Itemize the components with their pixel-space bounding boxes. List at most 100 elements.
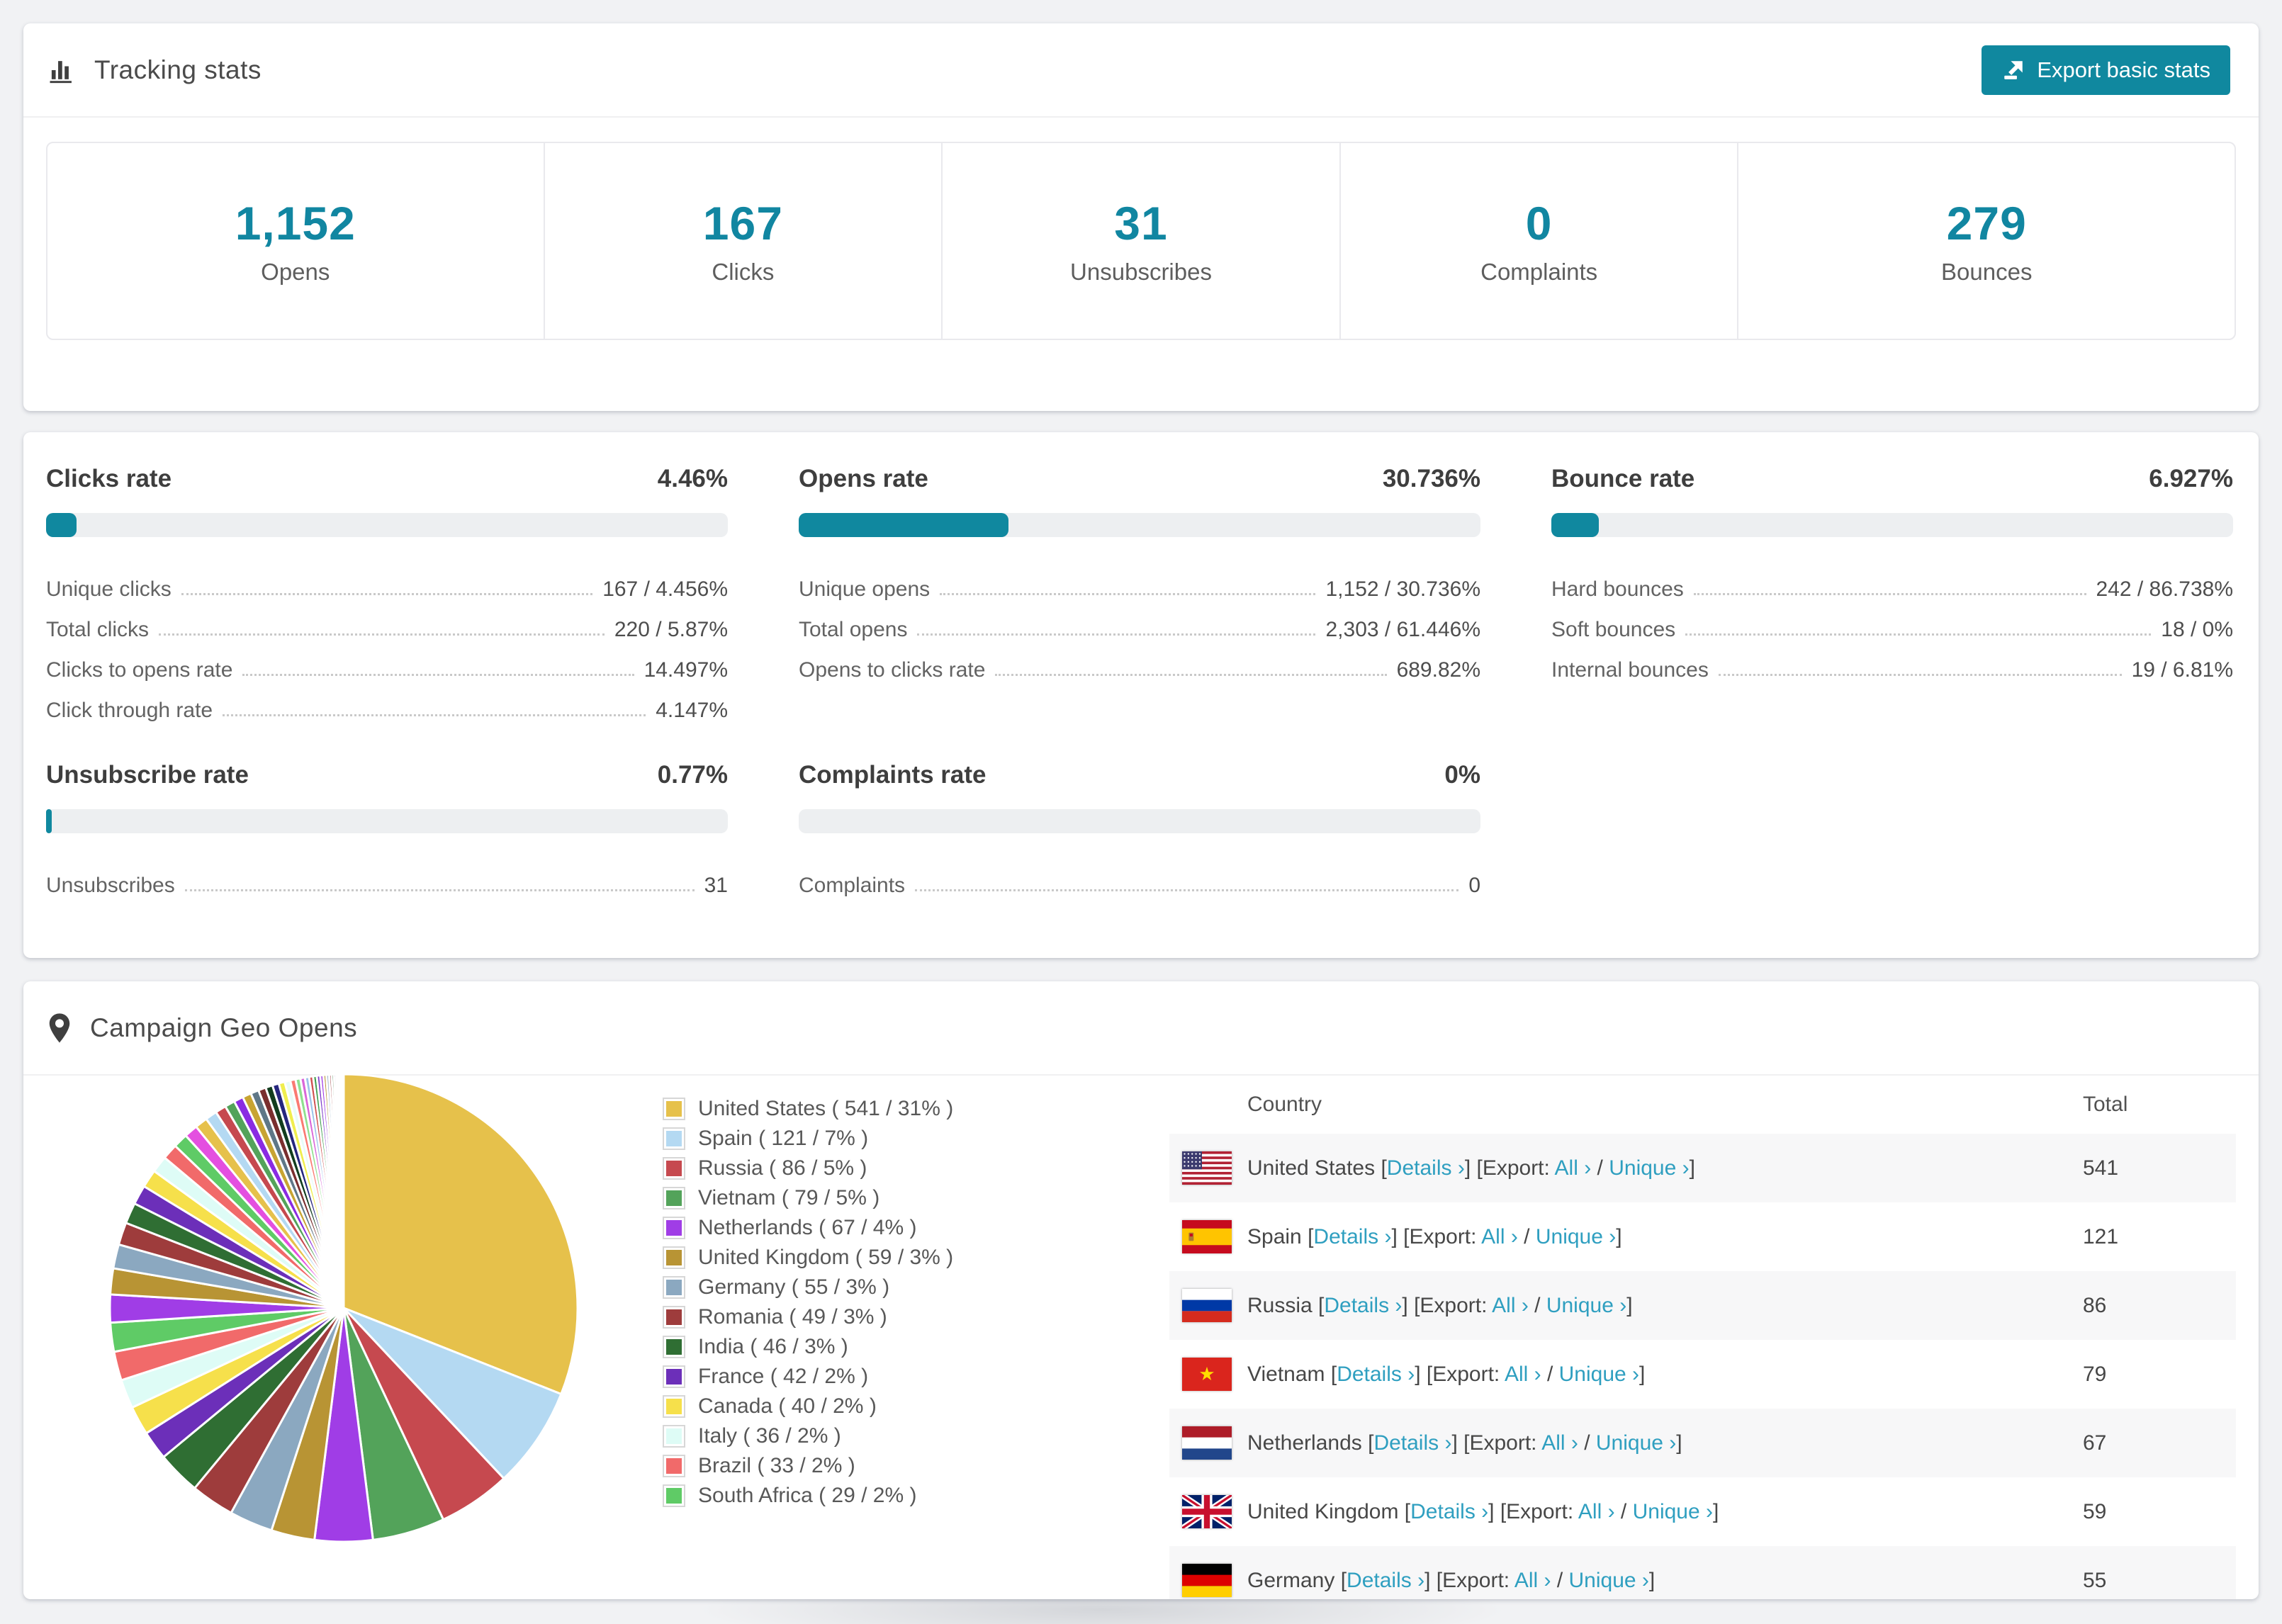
- dotted-leader: [242, 674, 634, 676]
- export-button-label: Export basic stats: [2037, 57, 2210, 82]
- legend-label: United States ( 541 / 31% ): [698, 1097, 954, 1120]
- legend-item-netherlands[interactable]: Netherlands ( 67 / 4% ): [663, 1213, 1088, 1243]
- legend-swatch: [663, 1306, 685, 1329]
- export-unique-link-russia[interactable]: Unique ›: [1546, 1293, 1627, 1317]
- geo-table-header-row: Country Total: [1169, 1076, 2236, 1134]
- total-cell: 55: [2083, 1568, 2107, 1592]
- dotted-leader: [940, 593, 1316, 595]
- export-unique-link-united-states[interactable]: Unique ›: [1609, 1156, 1690, 1180]
- stat-label: Clicks: [712, 259, 775, 285]
- dotted-leader: [1693, 593, 2086, 595]
- legend-item-united-kingdom[interactable]: United Kingdom ( 59 / 3% ): [663, 1243, 1088, 1273]
- tracking-card-header: Tracking stats Export basic stats: [23, 23, 2259, 116]
- details-link-united-kingdom[interactable]: Details ›: [1410, 1499, 1489, 1523]
- detail-row-complaints: Complaints 0: [799, 857, 1480, 898]
- export-all-link-united-states[interactable]: All ›: [1554, 1156, 1592, 1180]
- legend-label: Canada ( 40 / 2% ): [698, 1394, 877, 1418]
- dotted-leader: [915, 889, 1459, 891]
- country-column-header: Country: [1247, 1093, 1322, 1116]
- rate-section-bounce-rate: Bounce rate 6.927% Hard bounces 242 / 86.73…: [1551, 465, 2233, 723]
- export-all-link-united-kingdom[interactable]: All ›: [1578, 1499, 1615, 1523]
- export-all-link-germany[interactable]: All ›: [1514, 1568, 1551, 1592]
- details-link-germany[interactable]: Details ›: [1347, 1568, 1425, 1592]
- dotted-leader: [1685, 633, 2152, 636]
- export-all-link-netherlands[interactable]: All ›: [1541, 1431, 1578, 1455]
- dotted-leader: [159, 633, 605, 636]
- export-all-link-spain[interactable]: All ›: [1481, 1224, 1518, 1248]
- export-unique-link-united-kingdom[interactable]: Unique ›: [1632, 1499, 1713, 1523]
- geo-table-row-vietnam: Vietnam [Details ›] [Export: All › / Uni…: [1169, 1340, 2236, 1409]
- legend-item-germany[interactable]: Germany ( 55 / 3% ): [663, 1273, 1088, 1302]
- details-link-united-states[interactable]: Details ›: [1386, 1156, 1465, 1180]
- country-cell: Netherlands [Details ›] [Export: All › /…: [1247, 1431, 1682, 1455]
- country-cell: Spain [Details ›] [Export: All › / Uniqu…: [1247, 1224, 1622, 1248]
- rate-title-row: Opens rate 30.736%: [799, 465, 1480, 493]
- legend-swatch: [663, 1276, 685, 1299]
- geo-content: United States ( 541 / 31% ) Spain ( 121 /…: [23, 1073, 2259, 1599]
- legend-item-romania[interactable]: Romania ( 49 / 3% ): [663, 1302, 1088, 1332]
- rate-value: 4.46%: [657, 465, 728, 492]
- details-link-vietnam[interactable]: Details ›: [1337, 1362, 1415, 1386]
- export-unique-link-spain[interactable]: Unique ›: [1535, 1224, 1617, 1248]
- legend-item-india[interactable]: India ( 46 / 3% ): [663, 1332, 1088, 1362]
- details-link-russia[interactable]: Details ›: [1324, 1293, 1403, 1317]
- detail-value: 1,152 / 30.736%: [1325, 577, 1480, 601]
- legend-item-canada[interactable]: Canada ( 40 / 2% ): [663, 1392, 1088, 1421]
- rate-detail-rows: Unsubscribes 31: [46, 857, 728, 898]
- detail-row-unsubscribes: Unsubscribes 31: [46, 857, 728, 898]
- rate-value: 0%: [1444, 761, 1480, 789]
- detail-row-hard-bounces: Hard bounces 242 / 86.738%: [1551, 561, 2233, 602]
- legend-item-united-states[interactable]: United States ( 541 / 31% ): [663, 1094, 1088, 1124]
- rate-progress-fill: [46, 513, 77, 537]
- legend-label: Romania ( 49 / 3% ): [698, 1305, 887, 1329]
- export-unique-link-germany[interactable]: Unique ›: [1568, 1568, 1649, 1592]
- legend-swatch: [663, 1187, 685, 1209]
- summary-stat-clicks: 167 Clicks: [543, 143, 942, 339]
- detail-value: 2,303 / 61.446%: [1325, 618, 1480, 641]
- legend-item-brazil[interactable]: Brazil ( 33 / 2% ): [663, 1451, 1088, 1481]
- export-unique-link-vietnam[interactable]: Unique ›: [1558, 1362, 1640, 1386]
- legend-item-vietnam[interactable]: Vietnam ( 79 / 5% ): [663, 1183, 1088, 1213]
- legend-swatch: [663, 1336, 685, 1358]
- stat-label: Complaints: [1480, 259, 1598, 285]
- map-pin-icon: [46, 1012, 73, 1044]
- header-divider: [23, 116, 2259, 118]
- legend-item-russia[interactable]: Russia ( 86 / 5% ): [663, 1154, 1088, 1183]
- nl-flag-icon: [1182, 1426, 1232, 1460]
- country-cell: Vietnam [Details ›] [Export: All › / Uni…: [1247, 1362, 1646, 1386]
- details-link-netherlands[interactable]: Details ›: [1373, 1431, 1452, 1455]
- dotted-leader: [184, 889, 695, 891]
- detail-row-total-opens: Total opens 2,303 / 61.446%: [799, 602, 1480, 642]
- legend-swatch: [663, 1098, 685, 1120]
- detail-label: Total clicks: [46, 618, 150, 641]
- rate-detail-rows: Unique clicks 167 / 4.456% Total clicks 220…: [46, 561, 728, 723]
- rate-detail-rows: Complaints 0: [799, 857, 1480, 898]
- rate-value: 30.736%: [1382, 465, 1480, 492]
- export-basic-stats-button[interactable]: Export basic stats: [1982, 45, 2230, 95]
- legend-item-italy[interactable]: Italy ( 36 / 2% ): [663, 1421, 1088, 1451]
- export-all-link-russia[interactable]: All ›: [1492, 1293, 1529, 1317]
- country-cell: United Kingdom [Details ›] [Export: All …: [1247, 1499, 1719, 1523]
- detail-label: Soft bounces: [1551, 618, 1676, 641]
- stat-value: 1,152: [235, 197, 356, 249]
- stat-value: 167: [702, 197, 783, 249]
- flag-column-spacer: [1182, 1088, 1232, 1122]
- detail-value: 0: [1468, 874, 1480, 897]
- export-icon: [2001, 58, 2025, 82]
- detail-label: Unique clicks: [46, 577, 172, 601]
- details-link-spain[interactable]: Details ›: [1313, 1224, 1392, 1248]
- export-all-link-vietnam[interactable]: All ›: [1504, 1362, 1541, 1386]
- legend-item-spain[interactable]: Spain ( 121 / 7% ): [663, 1124, 1088, 1154]
- de-flag-icon: [1182, 1564, 1232, 1597]
- detail-label: Internal bounces: [1551, 658, 1709, 682]
- geo-table-row-united-states: United States [Details ›] [Export: All ›…: [1169, 1134, 2236, 1202]
- campaign-geo-opens-card: Campaign Geo Opens United States ( 541 /…: [23, 981, 2259, 1599]
- dotted-leader: [1718, 674, 2122, 676]
- us-flag-icon: [1182, 1151, 1232, 1185]
- legend-item-france[interactable]: France ( 42 / 2% ): [663, 1362, 1088, 1392]
- export-unique-link-netherlands[interactable]: Unique ›: [1595, 1431, 1677, 1455]
- stat-label: Bounces: [1941, 259, 2033, 285]
- page-title: Tracking stats: [94, 55, 262, 84]
- legend-item-south-africa[interactable]: South Africa ( 29 / 2% ): [663, 1481, 1088, 1511]
